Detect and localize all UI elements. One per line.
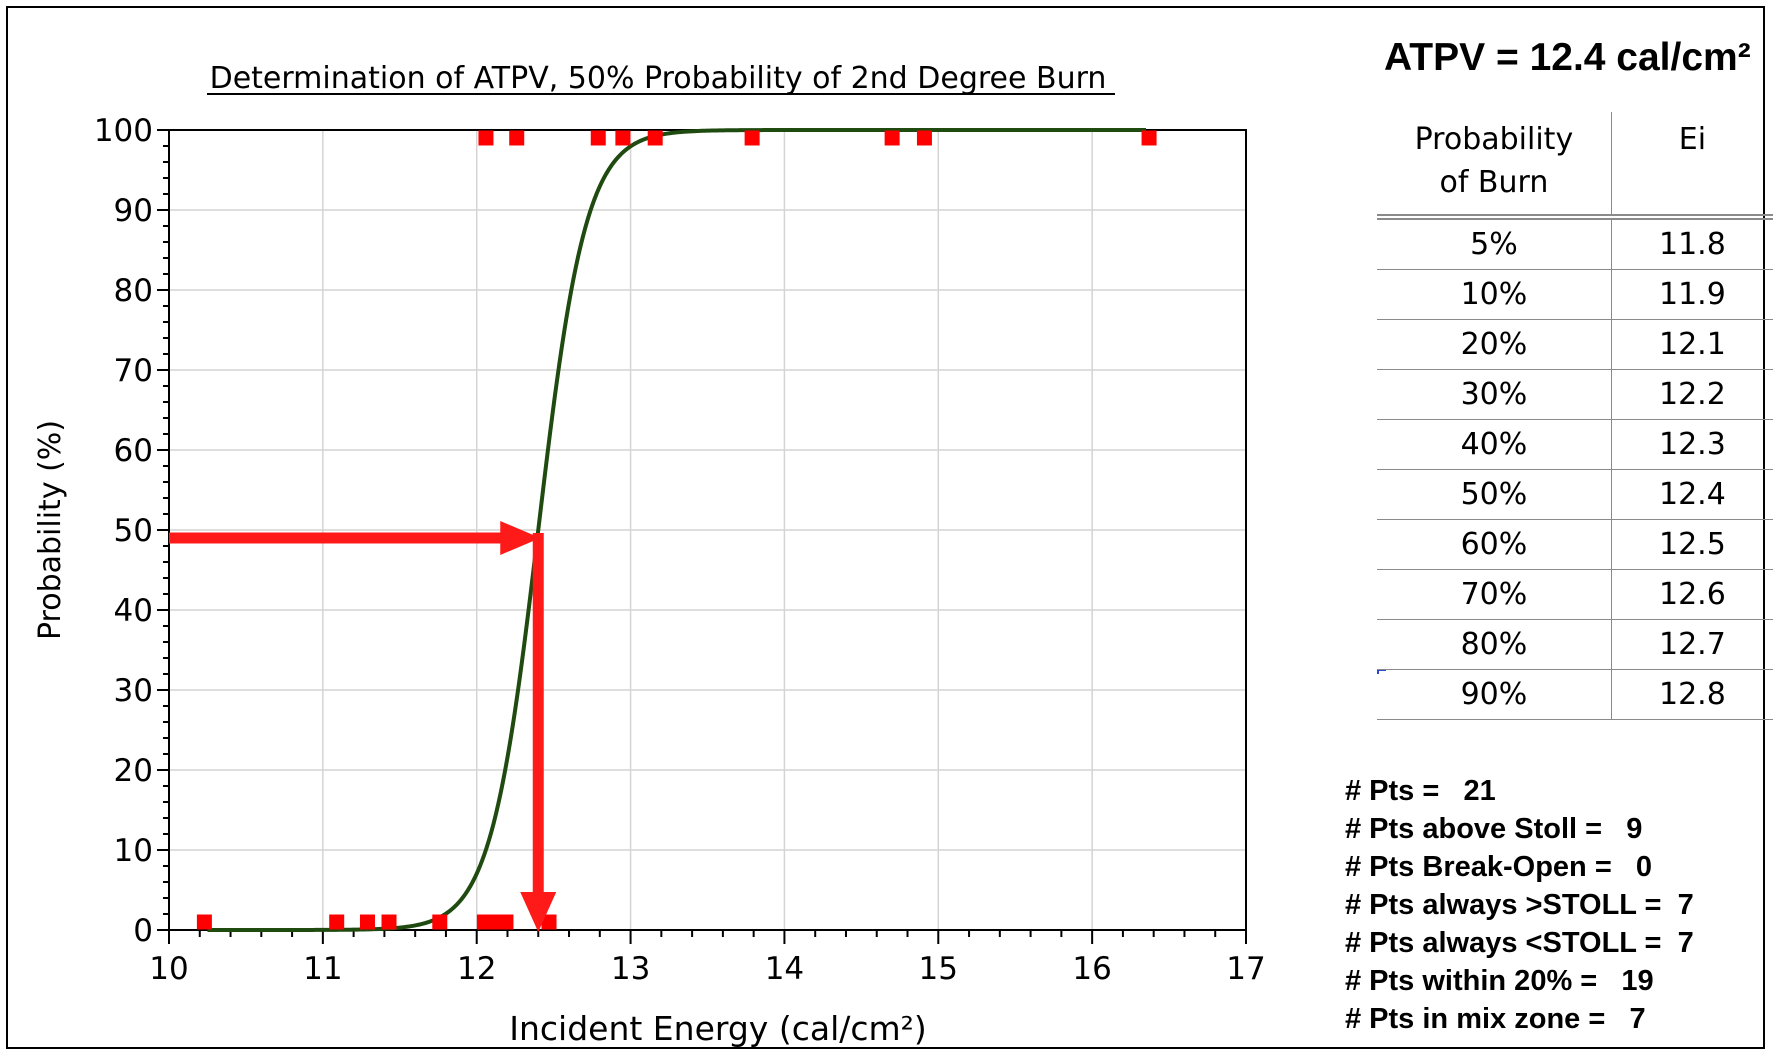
y-tick-label: 50 [114,513,153,549]
y-tick-label: 20 [114,753,153,789]
table-row: 90% 12.8 [1377,669,1773,720]
stat-line: # Pts Break-Open = 0 [1345,851,1653,883]
header-probability-line1: Probability [1414,122,1574,157]
x-tick-label: 11 [303,951,342,987]
probability-cell: 20% [1377,319,1612,370]
ei-cell: 11.9 [1611,269,1773,320]
data-point [1141,130,1157,146]
ei-cell: 12.3 [1611,419,1773,470]
vertical-arrowhead [520,892,557,932]
table-row: 5% 11.8 [1377,217,1773,270]
table-row: 20% 12.1 [1377,319,1773,370]
header-probability: Probability of Burn [1377,112,1612,220]
table-row: 70% 12.6 [1377,569,1773,620]
header-probability-line2: of Burn [1439,165,1549,200]
x-tick-label: 16 [1072,951,1111,987]
y-tick-label: 70 [114,353,153,389]
data-point [498,914,514,930]
x-tick-label: 12 [457,951,496,987]
probability-cell: 50% [1377,469,1612,520]
table-row: 50% 12.4 [1377,469,1773,520]
data-point [381,914,397,930]
atpv-arrows [169,521,557,932]
x-tick-label: 14 [765,951,804,987]
data-point [615,130,631,146]
y-tick-label: 30 [114,673,153,709]
probability-cell: 10% [1377,269,1612,320]
probability-cell: 70% [1377,569,1612,620]
table-row: 40% 12.3 [1377,419,1773,470]
data-point [329,914,345,930]
horizontal-arrowhead [500,521,541,555]
stat-line: # Pts within 20% = 19 [1345,965,1654,997]
data-point [432,914,448,930]
atpv-result: ATPV = 12.4 cal/cm² [1384,36,1751,79]
table-row: 10% 11.9 [1377,269,1773,320]
ei-cell: 12.2 [1611,369,1773,420]
y-tick-label: 100 [94,113,153,149]
header-ei: Ei [1611,112,1773,220]
table-row: 80% 12.7 [1377,619,1773,670]
data-point [916,130,932,146]
probability-cell: 80% [1377,619,1612,670]
ei-cell: 12.7 [1611,619,1773,670]
y-tick-label: 0 [133,913,153,949]
x-axis-label: Incident Energy (cal/cm²) [509,1009,927,1048]
ei-cell: 11.8 [1611,217,1773,270]
y-tick-label: 80 [114,273,153,309]
stat-line: # Pts above Stoll = 9 [1345,813,1643,845]
chart-grid [169,130,1246,930]
x-axis: 10 11 12 13 14 15 16 17 [149,930,1266,987]
stat-line: # Pts in mix zone = 7 [1345,1003,1646,1035]
ei-cell: 12.6 [1611,569,1773,620]
y-tick-label: 10 [114,833,153,869]
probability-table: Probability of Burn Ei 5% 11.8 10% 11.9 20% 1… [1377,112,1773,720]
data-point [359,914,375,930]
y-axis: 0 10 20 30 40 50 60 70 80 90 100 [94,113,169,949]
data-points [196,130,1157,930]
data-point [541,914,557,930]
ei-cell: 12.1 [1611,319,1773,370]
ei-cell: 12.5 [1611,519,1773,570]
table-row: 30% 12.2 [1377,369,1773,420]
data-point [478,130,494,146]
x-tick-label: 13 [611,951,650,987]
probability-cell: 90% [1377,669,1612,720]
stat-line: # Pts always >STOLL = 7 [1345,889,1694,921]
y-tick-label: 90 [114,193,153,229]
y-axis-label: Probability (%) [33,420,68,640]
table-header-row: Probability of Burn Ei [1377,112,1773,220]
probability-cell: 5% [1377,217,1612,270]
ei-cell: 12.4 [1611,469,1773,520]
ei-cell: 12.8 [1611,669,1773,720]
x-tick-label: 15 [919,951,958,987]
probability-cell: 30% [1377,369,1612,420]
x-tick-label: 17 [1226,951,1265,987]
table-row: 60% 12.5 [1377,519,1773,570]
point-statistics: # Pts = 21 # Pts above Stoll = 9 # Pts Bre… [1345,772,1694,1038]
chart-title: Determination of ATPV, 50% Probability o… [210,61,1107,96]
data-point [884,130,900,146]
y-tick-label: 40 [114,593,153,629]
probability-cell: 60% [1377,519,1612,570]
data-point [744,130,760,146]
data-point [647,130,663,146]
y-tick-label: 60 [114,433,153,469]
stat-line: # Pts always <STOLL = 7 [1345,927,1694,959]
probability-cell: 40% [1377,419,1612,470]
data-point [196,914,212,930]
data-point [590,130,606,146]
x-tick-label: 10 [149,951,188,987]
stat-line: # Pts = 21 [1345,775,1496,807]
data-point [509,130,525,146]
